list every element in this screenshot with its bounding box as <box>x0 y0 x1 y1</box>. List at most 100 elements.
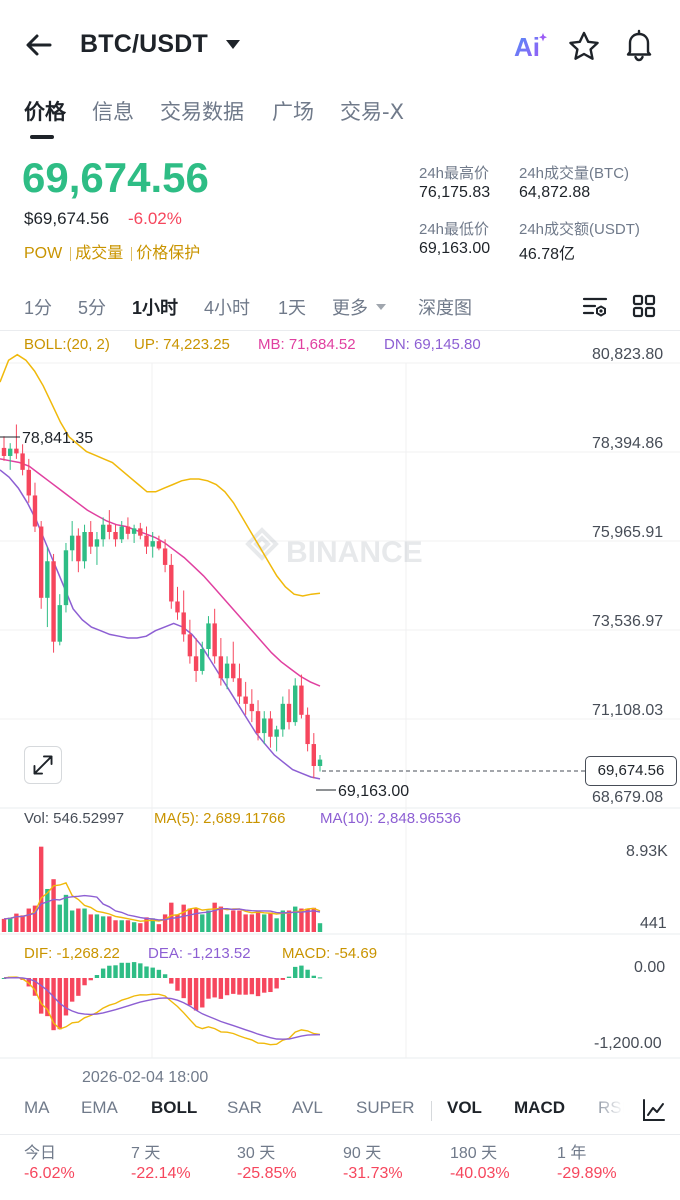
macd-axis-zero: 0.00 <box>634 959 665 976</box>
candle-body <box>169 564 174 602</box>
bell-icon[interactable] <box>622 28 656 62</box>
macd-dea-line <box>3 976 321 1040</box>
candle-body <box>206 623 211 649</box>
macd-bar <box>88 978 93 981</box>
tab-trading-data[interactable]: 交易数据 <box>160 100 244 124</box>
perf-label-30d: 30 天 <box>237 1145 276 1162</box>
ind-tab-sar[interactable]: SAR <box>227 1098 262 1117</box>
volume-bar <box>299 908 304 932</box>
macd-bar <box>119 962 124 978</box>
macd-bar <box>299 965 304 978</box>
volume-bar <box>45 888 50 932</box>
volume-bar <box>82 908 87 932</box>
interval-1h[interactable]: 1小时 <box>132 298 179 318</box>
interval-1m[interactable]: 1分 <box>24 298 53 318</box>
macd-bar <box>249 978 255 995</box>
ind-tab-macd[interactable]: MACD <box>514 1098 565 1117</box>
volume-bar <box>76 908 81 932</box>
volume-bar <box>175 914 180 932</box>
tab-square[interactable]: 广场 <box>272 100 314 124</box>
volume-bar <box>231 910 236 932</box>
expand-icon <box>33 755 53 775</box>
macd-bar <box>286 976 292 978</box>
chart-settings-icon[interactable] <box>582 294 608 320</box>
volume-bar <box>57 904 62 932</box>
last-price: 69,674.56 <box>22 154 209 201</box>
candle-body <box>125 526 131 534</box>
ind-tab-avl[interactable]: AVL <box>292 1098 323 1117</box>
macd-bar <box>150 967 155 978</box>
candle-body <box>38 526 44 598</box>
macd-bar <box>200 978 205 1008</box>
tab-trade-x[interactable]: 交易-X <box>340 100 404 124</box>
candle-body <box>268 718 273 737</box>
star-icon[interactable] <box>567 30 601 62</box>
candle-body <box>131 528 137 534</box>
tag-pow[interactable]: POW <box>24 245 63 262</box>
boll-mb-line <box>0 458 321 687</box>
macd-bar <box>82 978 87 986</box>
candle-body <box>63 550 69 606</box>
candle-body <box>286 703 292 723</box>
interval-5m[interactable]: 5分 <box>78 298 107 318</box>
volume-bar <box>268 912 273 932</box>
candle-body <box>231 663 236 679</box>
candle-body <box>305 714 310 745</box>
macd-axis-low: -1,200.00 <box>594 1035 662 1052</box>
candle-body <box>249 703 255 712</box>
tag-price-protection[interactable]: 价格保护 <box>136 245 201 262</box>
candle-body <box>113 532 118 540</box>
vol-value: Vol: 546.52997 <box>24 810 125 827</box>
candle-body <box>280 703 286 730</box>
candle-body <box>100 524 106 540</box>
tab-info[interactable]: 信息 <box>92 100 134 124</box>
interval-1d[interactable]: 1天 <box>278 298 307 318</box>
candle-body <box>311 744 317 766</box>
tag-volume[interactable]: 成交量 <box>75 245 124 262</box>
macd-bar <box>107 965 112 978</box>
kline-chart[interactable]: BINANCE 80,823.80 78,394.86 75,965.91 73,53… <box>0 330 680 1090</box>
top-bar: BTC/USDT Ai <box>0 0 680 90</box>
tab-price[interactable]: 价格 <box>24 100 66 124</box>
volume-bar <box>88 914 93 932</box>
macd-bar <box>237 978 242 995</box>
perf-label-1y: 1 年 <box>557 1145 587 1162</box>
interval-more[interactable]: 更多 <box>332 298 368 318</box>
macd-bar <box>38 978 44 1014</box>
candle-body <box>57 605 62 642</box>
ai-icon[interactable]: Ai <box>512 31 548 61</box>
candle-body <box>187 634 193 657</box>
high-label: 24h最高价 <box>419 165 490 182</box>
depth-chart-tab[interactable]: 深度图 <box>418 298 472 318</box>
time-axis-label: 2026-02-04 18:00 <box>82 1069 208 1086</box>
vol-btc-value: 64,872.88 <box>519 184 591 201</box>
indicator-settings-icon[interactable] <box>641 1097 667 1123</box>
back-arrow-icon[interactable] <box>22 30 56 60</box>
ind-tab-boll[interactable]: BOLL <box>151 1098 198 1117</box>
high-value: 76,175.83 <box>419 184 491 201</box>
perf-value-90d: -31.73% <box>343 1165 403 1182</box>
candle-body <box>162 548 168 565</box>
ind-tab-vol[interactable]: VOL <box>447 1098 482 1117</box>
volume-bar <box>14 913 19 932</box>
macd-bar <box>206 978 211 999</box>
chevron-down-icon[interactable] <box>226 40 240 49</box>
fullscreen-button[interactable] <box>24 746 62 784</box>
volume-bar <box>119 920 124 932</box>
candle-body <box>255 711 261 734</box>
macd-bar <box>94 975 100 978</box>
vol-ma5-value: MA(5): 2,689.11766 <box>154 810 286 827</box>
performance-divider <box>0 1134 680 1135</box>
ind-tab-ema[interactable]: EMA <box>81 1098 118 1117</box>
layout-grid-icon[interactable] <box>632 294 656 318</box>
vol-usdt-label: 24h成交额(USDT) <box>519 221 640 238</box>
macd-bar <box>218 978 224 999</box>
ind-tab-ma[interactable]: MA <box>24 1098 50 1117</box>
interval-4h[interactable]: 4小时 <box>204 298 251 318</box>
pair-selector[interactable]: BTC/USDT <box>80 30 208 58</box>
macd-bar <box>231 978 236 994</box>
candle-body <box>175 601 180 613</box>
binance-watermark-text: BINANCE <box>286 536 423 569</box>
ind-tab-super[interactable]: SUPER <box>356 1098 415 1117</box>
perf-value-today: -6.02% <box>24 1165 75 1182</box>
